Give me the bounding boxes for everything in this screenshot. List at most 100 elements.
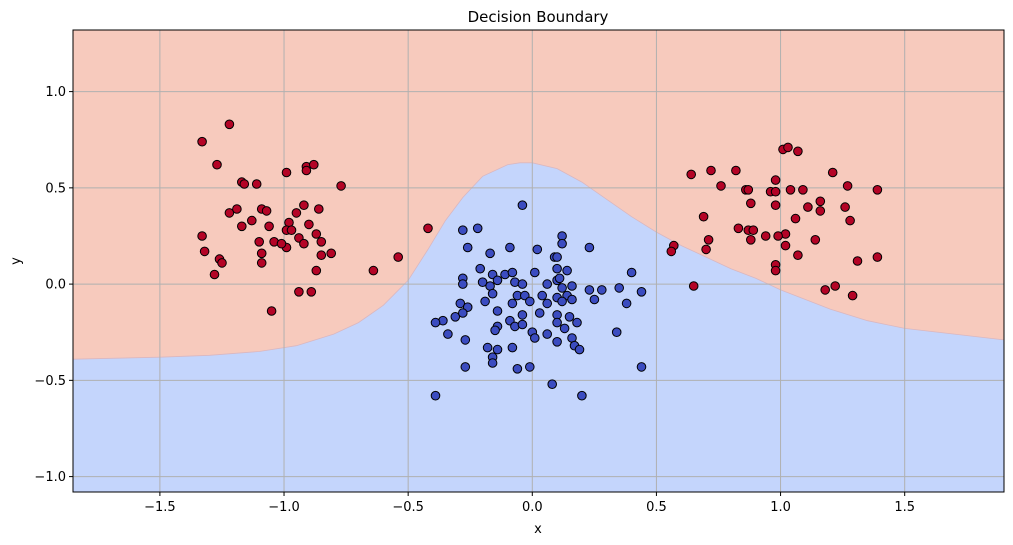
y-axis: −1.0 −0.5 0.0 0.5 1.0 <box>34 85 73 485</box>
point-class-1-5 <box>251 179 262 189</box>
point-class-0-26 <box>554 273 565 284</box>
point-class-1-87 <box>666 246 677 257</box>
point-class-1-32 <box>316 237 327 247</box>
point-class-0-46 <box>525 296 535 307</box>
point-class-0-54 <box>458 308 468 318</box>
point-class-1-61 <box>798 185 808 195</box>
point-class-0-12 <box>475 263 486 274</box>
point-class-0-79 <box>552 337 562 347</box>
point-class-1-8 <box>301 165 312 176</box>
point-class-1-78 <box>760 231 771 241</box>
chart-title: Decision Boundary <box>468 8 609 26</box>
point-class-1-12 <box>232 204 242 214</box>
point-class-1-13 <box>247 215 257 226</box>
x-tick-label-0: −1.5 <box>144 500 176 515</box>
point-class-1-22 <box>237 221 247 232</box>
point-class-0-58 <box>534 308 545 318</box>
x-axis: −1.5 −1.0 −0.5 0.0 0.5 1.0 1.5 <box>144 492 915 515</box>
x-tick-label-3: 0.0 <box>522 500 543 515</box>
point-class-1-74 <box>698 211 709 222</box>
point-class-0-5 <box>557 238 567 249</box>
point-class-1-89 <box>852 256 863 266</box>
point-class-0-18 <box>562 265 572 276</box>
point-class-0-77 <box>507 342 518 353</box>
point-class-0-72 <box>559 323 570 334</box>
point-class-1-40 <box>256 258 267 268</box>
point-class-0-36 <box>487 288 498 299</box>
point-class-1-41 <box>209 269 220 280</box>
point-class-0-21 <box>477 277 488 288</box>
point-class-0-55 <box>492 306 503 316</box>
point-class-1-26 <box>254 237 265 247</box>
point-class-1-71 <box>815 206 826 216</box>
point-class-0-31 <box>567 281 577 291</box>
point-class-0-50 <box>589 294 600 305</box>
point-class-1-64 <box>872 185 883 195</box>
point-class-1-36 <box>197 231 207 241</box>
point-class-1-96 <box>847 290 858 301</box>
point-class-1-94 <box>820 285 831 295</box>
data-points <box>197 119 883 401</box>
x-tick-label-4: 0.5 <box>646 500 667 515</box>
point-class-1-82 <box>780 240 791 251</box>
point-class-1-9 <box>309 159 319 170</box>
point-class-0-75 <box>482 342 493 353</box>
point-class-0-15 <box>507 267 518 278</box>
point-class-1-65 <box>746 198 756 209</box>
point-class-0-34 <box>614 283 625 293</box>
point-class-0-83 <box>487 358 498 368</box>
point-class-1-6 <box>281 167 292 178</box>
point-class-0-7 <box>485 248 495 259</box>
point-class-0-74 <box>492 344 503 355</box>
x-tick-label-5: 1.0 <box>770 500 791 515</box>
point-class-0-19 <box>626 267 637 278</box>
grid-lines <box>73 30 1004 492</box>
point-class-0-90 <box>577 390 587 401</box>
point-class-0-60 <box>564 312 575 322</box>
point-class-1-29 <box>276 238 287 249</box>
point-class-0-57 <box>517 310 528 320</box>
point-class-0-82 <box>574 344 585 355</box>
plot-frame <box>72 29 1005 493</box>
decision-boundary-line <box>73 162 1004 360</box>
point-class-0-0 <box>517 200 528 210</box>
point-class-0-71 <box>542 329 553 339</box>
point-class-1-59 <box>793 146 803 157</box>
point-class-1-42 <box>311 265 322 276</box>
point-class-1-11 <box>224 208 235 218</box>
point-class-1-62 <box>827 167 838 178</box>
point-class-1-50 <box>706 165 716 176</box>
point-class-0-44 <box>480 296 490 307</box>
point-class-1-33 <box>326 248 337 259</box>
point-class-1-34 <box>316 250 327 260</box>
point-class-1-25 <box>286 225 297 235</box>
point-class-0-45 <box>507 298 518 309</box>
point-class-1-85 <box>701 244 711 255</box>
point-class-0-73 <box>611 327 622 338</box>
point-class-1-67 <box>770 186 781 197</box>
y-tick-label-0: −1.0 <box>34 470 66 485</box>
point-class-0-88 <box>547 379 558 390</box>
point-class-0-16 <box>530 267 540 278</box>
point-class-1-18 <box>299 200 309 210</box>
point-class-0-47 <box>542 298 553 309</box>
point-class-0-32 <box>584 285 595 295</box>
point-class-1-88 <box>793 250 803 260</box>
point-class-1-79 <box>746 235 756 245</box>
point-class-1-48 <box>423 223 433 234</box>
point-class-0-51 <box>621 298 632 309</box>
point-class-1-68 <box>803 202 813 212</box>
point-class-0-24 <box>517 279 528 289</box>
point-class-1-69 <box>815 196 826 207</box>
point-class-1-0 <box>197 136 207 147</box>
point-class-0-61 <box>430 317 441 328</box>
point-class-0-68 <box>460 335 471 345</box>
point-class-1-73 <box>845 215 855 226</box>
point-class-0-42 <box>455 298 466 309</box>
point-class-1-84 <box>703 235 714 245</box>
point-class-0-8 <box>505 242 515 253</box>
point-class-0-2 <box>472 223 483 234</box>
point-class-0-64 <box>517 319 528 330</box>
y-tick-label-3: 0.5 <box>45 181 66 196</box>
